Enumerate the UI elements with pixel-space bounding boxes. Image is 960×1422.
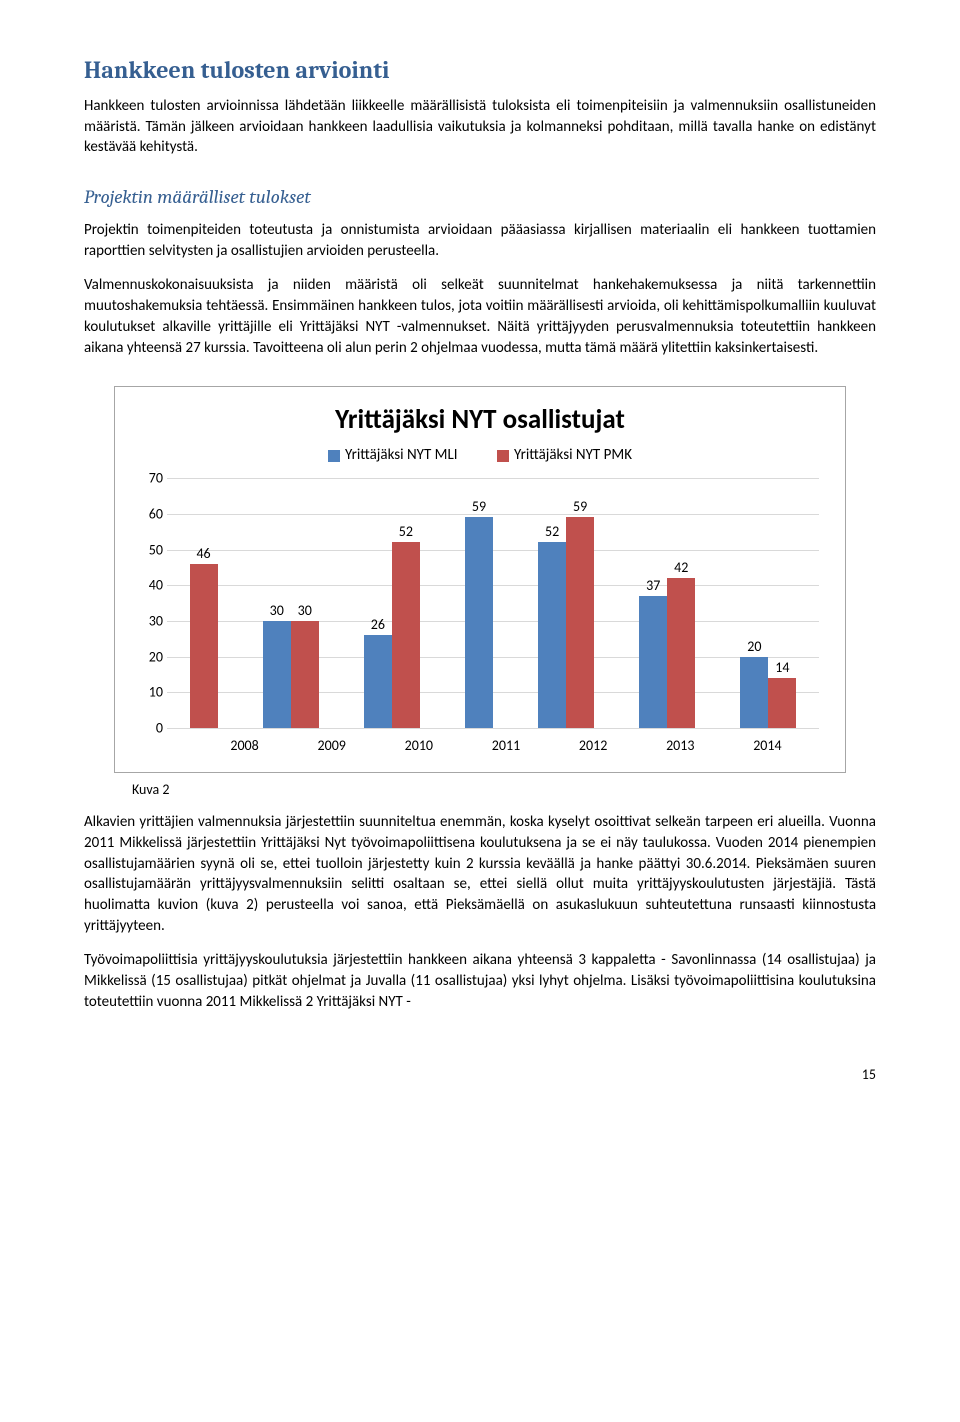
paragraph-3: Valmennuskokonaisuuksista ja niiden määr… bbox=[84, 275, 876, 358]
x-tick-label: 2013 bbox=[652, 737, 708, 754]
bar-mli: 59 bbox=[465, 517, 493, 728]
section-heading: Hankkeen tulosten arviointi bbox=[84, 56, 876, 84]
chart-x-axis: 2008 2009 2010 2011 2012 2013 2014 bbox=[201, 737, 811, 754]
x-tick-label: 2010 bbox=[391, 737, 447, 754]
square-icon bbox=[328, 450, 340, 462]
bar-mli: 37 bbox=[639, 596, 667, 728]
bar-mli: 26 bbox=[364, 635, 392, 728]
bar-value-label: 52 bbox=[392, 523, 420, 540]
x-tick-label: 2011 bbox=[478, 737, 534, 754]
bar-pmk: 46 bbox=[190, 564, 218, 728]
chart-plot-area: 463030265259525937422014 200820092010201… bbox=[167, 478, 819, 728]
bar-value-label: 14 bbox=[768, 659, 796, 676]
bar-value-label: 42 bbox=[667, 559, 695, 576]
bar-mli: 30 bbox=[263, 621, 291, 728]
subsection-heading: Projektin määrälliset tulokset bbox=[84, 186, 876, 208]
legend-mli: Yrittäjäksi NYT MLI bbox=[328, 446, 458, 464]
bar-group: 2652 bbox=[364, 542, 420, 728]
page-number: 15 bbox=[0, 1066, 960, 1123]
bar-mli: 20 bbox=[740, 657, 768, 728]
figure-caption: Kuva 2 bbox=[132, 781, 876, 798]
bar-value-label: 46 bbox=[190, 545, 218, 562]
bar-value-label: 26 bbox=[364, 616, 392, 633]
grid-line bbox=[167, 728, 819, 729]
paragraph-1: Hankkeen tulosten arvioinnissa lähdetään… bbox=[84, 96, 876, 158]
square-icon bbox=[497, 450, 509, 462]
bar-pmk: 42 bbox=[667, 578, 695, 728]
y-tick-label: 0 bbox=[135, 720, 163, 737]
y-tick-label: 20 bbox=[135, 648, 163, 665]
bar-pmk: 59 bbox=[566, 517, 594, 728]
y-tick-label: 70 bbox=[135, 470, 163, 487]
y-tick-label: 40 bbox=[135, 577, 163, 594]
x-tick-label: 2009 bbox=[304, 737, 360, 754]
paragraph-2: Projektin toimenpiteiden toteutusta ja o… bbox=[84, 220, 876, 261]
bar-value-label: 30 bbox=[291, 602, 319, 619]
paragraph-5: Työvoimapoliittisia yrittäjyyskoulutuksi… bbox=[84, 950, 876, 1012]
chart-bars: 463030265259525937422014 bbox=[167, 478, 819, 728]
paragraph-4: Alkavien yrittäjien valmennuksia järjest… bbox=[84, 812, 876, 936]
chart-container: Yrittäjäksi NYT osallistujat Yrittäjäksi… bbox=[114, 386, 846, 773]
y-tick-label: 60 bbox=[135, 505, 163, 522]
y-tick-label: 10 bbox=[135, 684, 163, 701]
bar-value-label: 59 bbox=[465, 498, 493, 515]
x-tick-label: 2014 bbox=[739, 737, 795, 754]
bar-pmk: 30 bbox=[291, 621, 319, 728]
bar-value-label: 37 bbox=[639, 577, 667, 594]
legend-mli-label: Yrittäjäksi NYT MLI bbox=[345, 446, 458, 464]
y-tick-label: 30 bbox=[135, 613, 163, 630]
chart-title: Yrittäjäksi NYT osallistujat bbox=[133, 403, 827, 436]
bar-mli: 52 bbox=[538, 542, 566, 728]
legend-pmk-label: Yrittäjäksi NYT PMK bbox=[514, 446, 632, 464]
bar-value-label: 30 bbox=[263, 602, 291, 619]
bar-value-label: 52 bbox=[538, 523, 566, 540]
bar-group: 3742 bbox=[639, 578, 695, 728]
x-tick-label: 2008 bbox=[217, 737, 273, 754]
chart-legend: Yrittäjäksi NYT MLI Yrittäjäksi NYT PMK bbox=[133, 446, 827, 464]
bar-group: 3030 bbox=[263, 621, 319, 728]
bar-value-label: 20 bbox=[740, 638, 768, 655]
bar-value-label: 59 bbox=[566, 498, 594, 515]
bar-group: 2014 bbox=[740, 657, 796, 728]
bar-pmk: 14 bbox=[768, 678, 796, 728]
y-tick-label: 50 bbox=[135, 541, 163, 558]
legend-pmk: Yrittäjäksi NYT PMK bbox=[497, 446, 632, 464]
x-tick-label: 2012 bbox=[565, 737, 621, 754]
bar-group: 46 bbox=[190, 564, 218, 728]
bar-group: 59 bbox=[465, 517, 493, 728]
bar-group: 5259 bbox=[538, 517, 594, 728]
bar-pmk: 52 bbox=[392, 542, 420, 728]
